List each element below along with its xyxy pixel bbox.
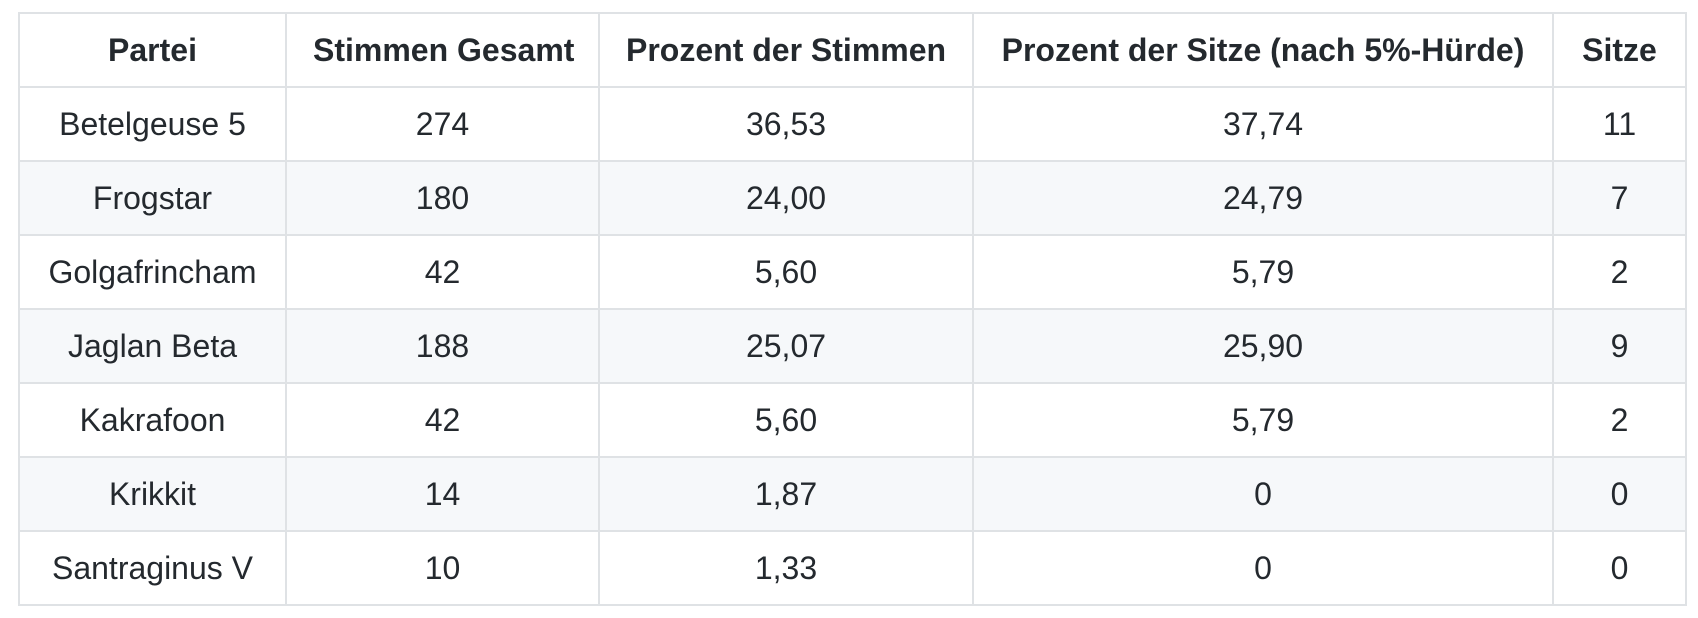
table-cell: Kakrafoon [18,382,287,458]
table-cell: Golgafrincham [18,234,287,310]
table-cell: 5,79 [972,234,1554,310]
table-cell: 24,00 [598,160,974,236]
column-header: Prozent der Sitze (nach 5%-Hürde) [972,12,1554,88]
column-header: Sitze [1552,12,1687,88]
table-cell: 36,53 [598,86,974,162]
table-row: Jaglan Beta 188 25,07 25,90 9 [18,308,1687,384]
table-cell: 2 [1552,382,1687,458]
table-cell: 188 [285,308,600,384]
table-cell: 1,33 [598,530,974,606]
table-row: Betelgeuse 5 274 36,53 37,74 11 [18,86,1687,162]
table-cell: 11 [1552,86,1687,162]
table-cell: 180 [285,160,600,236]
table-header-row: Partei Stimmen Gesamt Prozent der Stimmen P… [18,12,1687,88]
table-cell: Santraginus V [18,530,287,606]
table-cell: 5,60 [598,382,974,458]
table-cell: Betelgeuse 5 [18,86,287,162]
table-cell: 14 [285,456,600,532]
table-cell: 24,79 [972,160,1554,236]
table-cell: 25,07 [598,308,974,384]
table-cell: 2 [1552,234,1687,310]
table-cell: Frogstar [18,160,287,236]
table-cell: 7 [1552,160,1687,236]
table-cell: 42 [285,382,600,458]
table-cell: 1,87 [598,456,974,532]
table-cell: Jaglan Beta [18,308,287,384]
column-header: Prozent der Stimmen [598,12,974,88]
table-cell: 37,74 [972,86,1554,162]
column-header: Partei [18,12,287,88]
table-cell: 25,90 [972,308,1554,384]
table-row: Krikkit 14 1,87 0 0 [18,456,1687,532]
table-cell: 5,79 [972,382,1554,458]
table-row: Santraginus V 10 1,33 0 0 [18,530,1687,606]
table-cell: 0 [972,530,1554,606]
table-body: Betelgeuse 5 274 36,53 37,74 11 Frogstar 180 24… [18,86,1687,606]
column-header: Stimmen Gesamt [285,12,600,88]
table-cell: 0 [1552,530,1687,606]
table-row: Frogstar 180 24,00 24,79 7 [18,160,1687,236]
table-cell: 274 [285,86,600,162]
table-cell: Krikkit [18,456,287,532]
table-cell: 9 [1552,308,1687,384]
table-row: Kakrafoon 42 5,60 5,79 2 [18,382,1687,458]
table-row: Golgafrincham 42 5,60 5,79 2 [18,234,1687,310]
table-cell: 0 [972,456,1554,532]
table-cell: 10 [285,530,600,606]
table-cell: 42 [285,234,600,310]
table-cell: 0 [1552,456,1687,532]
election-results-table: Partei Stimmen Gesamt Prozent der Stimmen P… [18,12,1687,606]
table-cell: 5,60 [598,234,974,310]
